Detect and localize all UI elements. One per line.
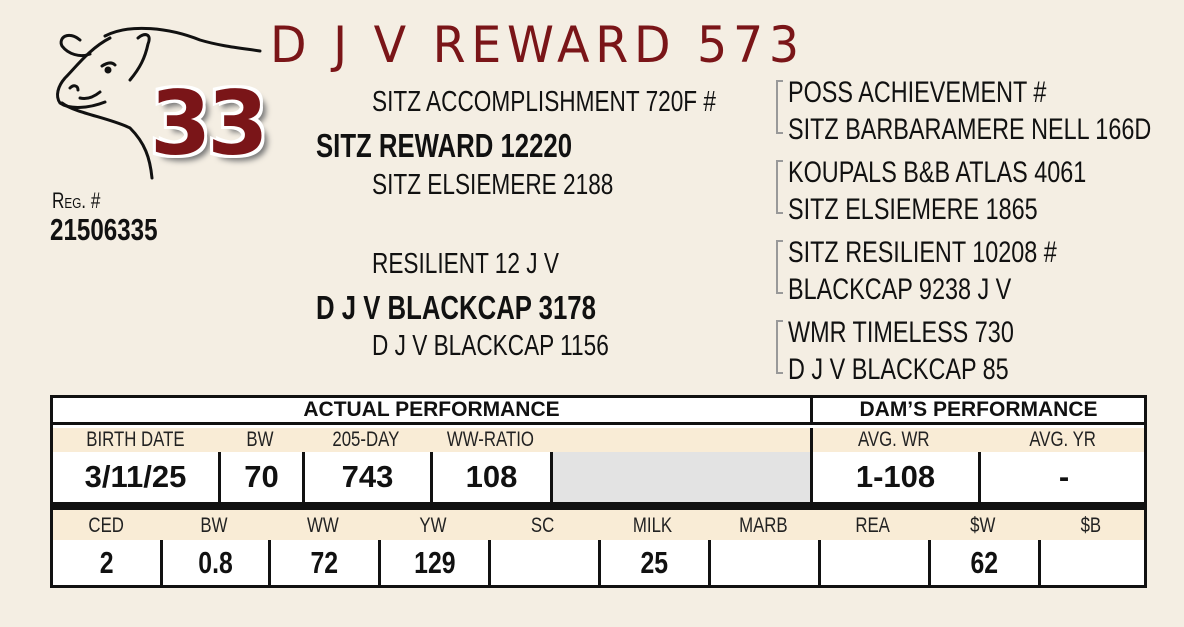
sire-sire: SITZ ACCOMPLISHMENT 720F # bbox=[372, 86, 717, 118]
perf-value-text: 1-108 bbox=[855, 459, 936, 494]
reg-number: 21506335 bbox=[50, 212, 158, 247]
epd-label-text: REA bbox=[855, 514, 891, 537]
epd-label: BW bbox=[160, 512, 268, 540]
perf-label-text: WW-RATIO bbox=[446, 428, 534, 451]
grandparent: WMR TIMELESS 730 bbox=[788, 316, 1014, 349]
perf-label: 205-DAY bbox=[302, 428, 430, 452]
perf-value: 3/11/25 bbox=[53, 452, 218, 502]
epd-value-text: 72 bbox=[310, 544, 339, 580]
epd-value: 129 bbox=[378, 540, 488, 585]
epd-label: $W bbox=[928, 512, 1038, 540]
epd-value-text: 0.8 bbox=[198, 544, 233, 580]
epd-value: 25 bbox=[598, 540, 708, 585]
perf-label-text: 205-DAY bbox=[332, 428, 400, 451]
grandparent: POSS ACHIEVEMENT # bbox=[788, 76, 1047, 109]
grandparent: SITZ BARBARAMERE NELL 166D bbox=[788, 113, 1152, 146]
label-band bbox=[810, 428, 1144, 452]
perf-label-text: AVG. YR bbox=[1029, 428, 1096, 451]
perf-value: 1-108 bbox=[810, 452, 978, 502]
perf-label-text: BIRTH DATE bbox=[86, 428, 185, 451]
perf-value-text: 70 bbox=[244, 459, 279, 494]
epd-label-text: YW bbox=[419, 514, 447, 537]
perf-value: 743 bbox=[302, 452, 430, 502]
reg-label: Reg. # bbox=[52, 188, 101, 213]
epd-value bbox=[488, 540, 598, 585]
epd-value: 2 bbox=[53, 540, 160, 585]
epd-label: CED bbox=[53, 512, 160, 540]
perf-label: AVG. WR bbox=[810, 428, 978, 452]
epd-value-text: 25 bbox=[640, 544, 669, 580]
perf-value-text: 108 bbox=[465, 459, 518, 494]
cow-head-logo bbox=[56, 26, 262, 180]
label-band bbox=[53, 510, 1144, 540]
dam-dam: D J V BLACKCAP 1156 bbox=[372, 330, 609, 362]
perf-label: AVG. YR bbox=[978, 428, 1147, 452]
dam-sire: RESILIENT 12 J V bbox=[372, 248, 559, 280]
perf-label: WW-RATIO bbox=[430, 428, 550, 452]
perf-value: - bbox=[978, 452, 1147, 502]
bracket bbox=[776, 240, 783, 294]
dams-performance-header-text: DAM’S PERFORMANCE bbox=[859, 398, 1098, 421]
epd-label: MARB bbox=[708, 512, 818, 540]
epd-value: 72 bbox=[268, 540, 378, 585]
epd-value-text: 62 bbox=[970, 544, 999, 580]
actual-performance-header: ACTUAL PERFORMANCE bbox=[53, 398, 810, 425]
epd-label: YW bbox=[378, 512, 488, 540]
blank-cell bbox=[550, 452, 810, 502]
epd-value bbox=[708, 540, 818, 585]
epd-label-text: MARB bbox=[738, 514, 788, 537]
perf-label-text: BW bbox=[246, 428, 274, 451]
bracket bbox=[776, 160, 783, 214]
grandparent: SITZ ELSIEMERE 1865 bbox=[788, 193, 1038, 226]
epd-value bbox=[1038, 540, 1144, 585]
perf-value: 70 bbox=[218, 452, 302, 502]
grandparent: D J V BLACKCAP 85 bbox=[788, 353, 1009, 386]
epd-label-text: CED bbox=[88, 514, 125, 537]
epd-label-text: SC bbox=[531, 514, 555, 537]
perf-value-text: 743 bbox=[341, 459, 394, 494]
grandparent: SITZ RESILIENT 10208 # bbox=[788, 236, 1057, 269]
epd-value bbox=[818, 540, 928, 585]
epd-label-text: $W bbox=[970, 514, 996, 537]
epd-label: $B bbox=[1038, 512, 1144, 540]
epd-value-text: 129 bbox=[413, 544, 456, 580]
sire-dam: SITZ ELSIEMERE 2188 bbox=[372, 169, 614, 201]
epd-value: 0.8 bbox=[160, 540, 268, 585]
epd-label: SC bbox=[488, 512, 598, 540]
grandparent: KOUPALS B&B ATLAS 4061 bbox=[788, 156, 1087, 189]
bracket bbox=[776, 320, 783, 374]
label-band bbox=[53, 428, 810, 452]
epd-label-text: WW bbox=[307, 514, 339, 537]
epd-label: WW bbox=[268, 512, 378, 540]
bracket bbox=[776, 80, 783, 134]
perf-value: 108 bbox=[430, 452, 550, 502]
epd-label: REA bbox=[818, 512, 928, 540]
sire: SITZ REWARD 12220 bbox=[316, 127, 573, 164]
actual-performance-header-text: ACTUAL PERFORMANCE bbox=[303, 398, 560, 421]
grandparent: BLACKCAP 9238 J V bbox=[788, 273, 1012, 306]
dam: D J V BLACKCAP 3178 bbox=[316, 289, 596, 326]
epd-label-text: BW bbox=[200, 514, 228, 537]
perf-label-text: AVG. WR bbox=[858, 428, 930, 451]
perf-value-text: - bbox=[1058, 459, 1070, 494]
lot-title: D J V REWARD 573 bbox=[270, 16, 805, 74]
divider bbox=[53, 502, 1144, 510]
perf-label: BIRTH DATE bbox=[53, 428, 218, 452]
lot-number: 33 bbox=[150, 72, 268, 175]
epd-value-text: 2 bbox=[99, 544, 114, 580]
perf-value-text: 3/11/25 bbox=[84, 459, 187, 494]
epd-label-text: MILK bbox=[633, 514, 673, 537]
dams-performance-header: DAM’S PERFORMANCE bbox=[810, 398, 1144, 425]
epd-value: 62 bbox=[928, 540, 1038, 585]
epd-label-text: $B bbox=[1080, 514, 1102, 537]
epd-label: MILK bbox=[598, 512, 708, 540]
perf-label: BW bbox=[218, 428, 302, 452]
